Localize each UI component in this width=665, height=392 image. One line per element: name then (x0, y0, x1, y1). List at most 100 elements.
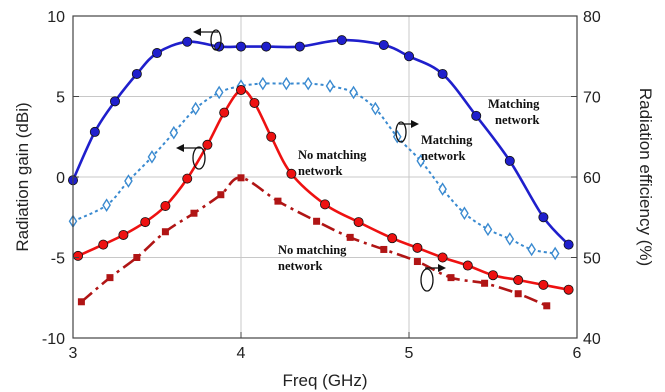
data-point (563, 284, 574, 295)
data-point (274, 197, 282, 205)
data-point (214, 85, 224, 100)
x-tick-label: 4 (237, 345, 246, 362)
data-point (319, 199, 330, 210)
data-point (403, 51, 414, 62)
data-point (266, 131, 277, 142)
data-point (140, 217, 151, 228)
y2-tick-label: 70 (583, 90, 601, 107)
data-point (161, 228, 169, 236)
series-line (80, 176, 548, 307)
data-point (124, 174, 133, 188)
data-point (538, 279, 549, 290)
annotation-no-matching-efficiency: No matching network (278, 243, 350, 273)
data-point (131, 68, 142, 79)
data-point (313, 217, 321, 225)
series-line (71, 38, 570, 246)
x-tick-label: 6 (573, 345, 582, 362)
data-point (438, 182, 447, 196)
data-point (77, 298, 85, 306)
data-point (413, 258, 421, 266)
series-gain-matching (68, 35, 574, 250)
left-axis-indicator-red (176, 144, 206, 170)
y2-tick-label: 80 (583, 9, 601, 26)
data-point (169, 125, 179, 140)
data-point (89, 126, 100, 137)
data-point (303, 76, 313, 91)
data-point (462, 260, 473, 271)
data-point (513, 275, 524, 286)
data-point (447, 274, 455, 282)
data-point (550, 246, 560, 261)
data-point (133, 254, 141, 261)
data-point (235, 85, 246, 96)
data-point (182, 36, 193, 47)
data-point (563, 239, 574, 250)
data-point (336, 35, 347, 46)
annotation-matching-efficiency: Matching network (421, 133, 476, 163)
data-point (110, 96, 121, 107)
data-point (106, 274, 114, 282)
data-point (527, 242, 536, 257)
y-axis-title: Radiation gain (dBi) (13, 102, 32, 251)
data-point (202, 139, 213, 150)
data-point (282, 76, 291, 91)
data-point (371, 101, 380, 116)
data-point (217, 191, 225, 199)
y-tick-label: 0 (56, 170, 65, 187)
data-point (191, 101, 200, 116)
data-point (353, 217, 364, 228)
data-point (325, 79, 335, 93)
data-point (151, 48, 162, 59)
data-point (294, 41, 305, 52)
series-efficiency-no-matching (77, 174, 551, 310)
data-point (98, 239, 109, 250)
y-tick-label: -5 (51, 251, 65, 268)
data-point (481, 279, 489, 287)
data-point (346, 233, 354, 241)
annotation-no-matching-gain: No matching network (298, 148, 370, 178)
x-tick-label: 3 (69, 345, 78, 362)
data-point (483, 222, 493, 237)
x-axis-title: Freq (GHz) (283, 371, 368, 390)
data-point (416, 154, 426, 168)
data-point (73, 250, 84, 261)
data-point (258, 76, 268, 91)
plot-series (68, 35, 574, 310)
data-point (190, 209, 198, 217)
y-tick-label: 5 (56, 90, 65, 107)
data-point (437, 68, 448, 79)
data-point (460, 206, 469, 221)
y2-tick-label: 60 (583, 170, 601, 187)
data-point (237, 174, 245, 182)
data-point (514, 290, 522, 298)
data-point (261, 41, 272, 52)
data-point (412, 242, 423, 253)
data-point (249, 97, 260, 108)
data-point (543, 302, 551, 310)
data-point (349, 85, 358, 100)
data-point (378, 39, 389, 50)
data-point (487, 270, 498, 281)
data-point (160, 200, 171, 211)
data-point (380, 245, 388, 253)
data-point (219, 107, 230, 118)
y2-tick-label: 50 (583, 251, 601, 268)
right-axis-indicator-efficiency (395, 120, 419, 143)
data-point (102, 198, 111, 212)
annotation-matching-gain: Matching network (488, 97, 543, 127)
data-point (504, 155, 515, 166)
x-tick-label: 5 (405, 345, 414, 362)
data-point (286, 168, 297, 179)
left-axis-indicator-blue (193, 28, 222, 51)
data-point (182, 173, 193, 184)
data-point (471, 110, 482, 121)
data-point (437, 252, 448, 263)
series-line (77, 88, 569, 291)
series-gain-no-matching (73, 85, 574, 295)
data-point (505, 232, 515, 246)
y2-axis-title: Radiation efficiency (%) (636, 88, 655, 266)
data-point (147, 150, 157, 164)
data-point (235, 41, 246, 52)
data-point (538, 212, 549, 223)
axes: 3 4 5 6 -10 -5 0 5 10 40 50 60 70 80 (42, 9, 601, 362)
